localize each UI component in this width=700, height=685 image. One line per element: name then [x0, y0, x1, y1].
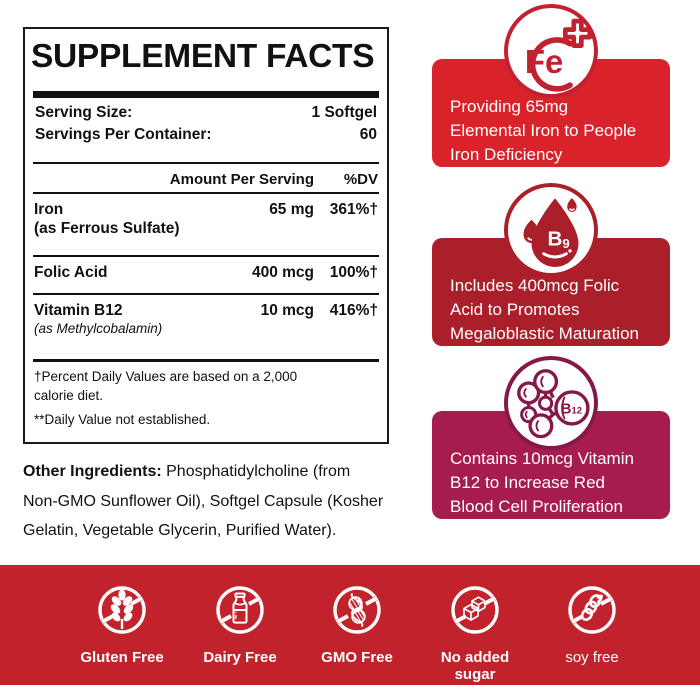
- svg-text:Fe: Fe: [525, 43, 563, 80]
